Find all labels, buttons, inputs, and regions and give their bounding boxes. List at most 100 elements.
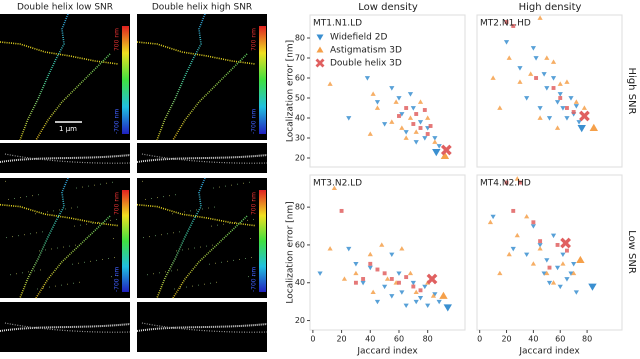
noise-dot bbox=[204, 283, 205, 285]
colorbar-label: 700 nm bbox=[114, 28, 121, 51]
colorbar-label: 700 nm bbox=[251, 192, 258, 215]
image-background bbox=[137, 178, 267, 298]
image-title: Double helix low SNR bbox=[17, 3, 113, 13]
point bbox=[503, 40, 510, 45]
noise-dot bbox=[45, 249, 46, 251]
plot-area bbox=[309, 14, 466, 168]
point bbox=[425, 132, 430, 136]
noise-dot bbox=[98, 221, 99, 223]
point bbox=[564, 79, 570, 84]
noise-dot bbox=[213, 187, 214, 189]
noise-dot bbox=[5, 180, 6, 182]
colorbar bbox=[259, 26, 266, 134]
point bbox=[568, 96, 574, 101]
point bbox=[367, 251, 373, 257]
row-title: Low SNR bbox=[626, 230, 637, 274]
point bbox=[571, 262, 577, 267]
x-tick-label: 80 bbox=[582, 335, 592, 344]
point bbox=[425, 303, 431, 309]
noise-dot bbox=[55, 285, 56, 287]
point bbox=[418, 288, 423, 293]
noise-dot bbox=[178, 212, 179, 214]
filament bbox=[19, 177, 69, 299]
point bbox=[514, 176, 520, 181]
image-panel: 700 nm -700 nm 1 μm bbox=[0, 13, 130, 141]
noise-dot bbox=[163, 196, 164, 198]
noise-dot bbox=[248, 276, 249, 278]
point bbox=[353, 270, 359, 276]
point bbox=[443, 304, 452, 312]
y-tick-label: 30 bbox=[295, 134, 305, 143]
noise-dot bbox=[32, 195, 33, 197]
point bbox=[425, 115, 431, 120]
noise-dot bbox=[65, 208, 66, 210]
point bbox=[382, 271, 387, 276]
noise-dot bbox=[94, 184, 95, 186]
point bbox=[504, 20, 509, 24]
point bbox=[576, 255, 585, 264]
point bbox=[399, 246, 405, 251]
x-tick-label: 40 bbox=[365, 335, 375, 344]
noise-dot bbox=[90, 260, 91, 262]
filament bbox=[156, 177, 206, 299]
colorbar-label: -700 nm bbox=[251, 267, 258, 292]
noise-dot bbox=[114, 257, 115, 259]
point bbox=[517, 66, 523, 71]
point bbox=[571, 270, 577, 276]
point bbox=[550, 280, 557, 285]
point bbox=[524, 213, 530, 219]
point bbox=[530, 224, 536, 229]
plot-area bbox=[476, 174, 623, 331]
point bbox=[573, 104, 579, 109]
point bbox=[558, 96, 563, 100]
noise-dot bbox=[229, 222, 230, 224]
noise-dot bbox=[241, 220, 242, 222]
noise-dot bbox=[53, 210, 54, 212]
point bbox=[537, 115, 543, 120]
point bbox=[533, 56, 539, 61]
noise-dot bbox=[69, 245, 70, 247]
point bbox=[517, 79, 523, 84]
point bbox=[410, 280, 416, 286]
point bbox=[367, 131, 373, 136]
point bbox=[413, 140, 419, 145]
point bbox=[403, 303, 409, 309]
point bbox=[368, 261, 373, 266]
point bbox=[528, 71, 534, 76]
point bbox=[589, 123, 599, 131]
noise-dot bbox=[196, 209, 197, 211]
point bbox=[432, 136, 438, 141]
image-panel: 700 nm -700 nm bbox=[136, 177, 267, 299]
point bbox=[576, 120, 582, 125]
point bbox=[407, 92, 414, 97]
y-tick-label: 20 bbox=[295, 316, 305, 325]
strip-background bbox=[0, 302, 130, 352]
point bbox=[389, 294, 395, 299]
x-axis-label: Jaccard index bbox=[518, 347, 580, 357]
noise-dot bbox=[82, 186, 83, 188]
colorbar bbox=[259, 190, 266, 292]
image-strip bbox=[0, 302, 131, 352]
point bbox=[396, 271, 402, 276]
point bbox=[367, 265, 373, 271]
point bbox=[317, 271, 323, 276]
point bbox=[399, 290, 405, 295]
legend-marker bbox=[316, 46, 324, 53]
point bbox=[504, 180, 509, 185]
filament bbox=[156, 13, 206, 141]
noise-dot bbox=[202, 208, 203, 210]
legend-label: Double helix 3D bbox=[330, 59, 402, 69]
noise-dot bbox=[221, 261, 222, 263]
noise-dot bbox=[67, 283, 68, 285]
noise-dot bbox=[215, 262, 216, 264]
point bbox=[554, 125, 561, 130]
noise-dot bbox=[186, 286, 187, 288]
point bbox=[389, 277, 394, 281]
legend-marker bbox=[316, 34, 324, 41]
point bbox=[541, 271, 547, 276]
point bbox=[557, 81, 563, 86]
filament bbox=[172, 53, 248, 141]
strip-background bbox=[137, 302, 267, 352]
point bbox=[375, 267, 380, 272]
point bbox=[407, 115, 414, 120]
